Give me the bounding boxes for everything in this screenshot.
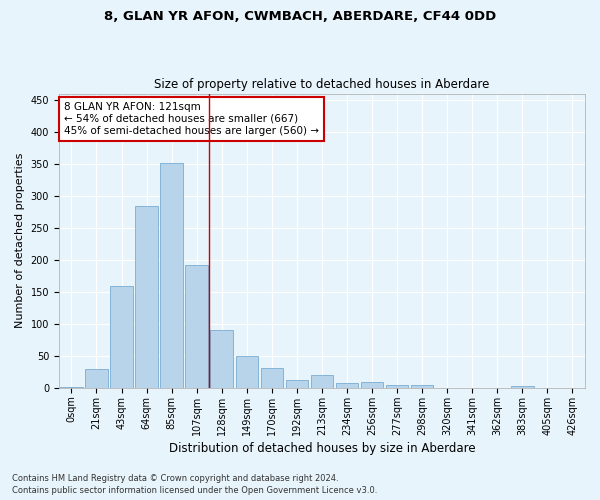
- Bar: [311, 375, 333, 388]
- Title: Size of property relative to detached houses in Aberdare: Size of property relative to detached ho…: [154, 78, 490, 91]
- Bar: [136, 206, 158, 388]
- Bar: [60, 386, 83, 388]
- Text: Contains HM Land Registry data © Crown copyright and database right 2024.
Contai: Contains HM Land Registry data © Crown c…: [12, 474, 377, 495]
- Bar: [286, 380, 308, 388]
- Bar: [260, 368, 283, 388]
- Bar: [411, 384, 433, 388]
- Bar: [236, 356, 258, 388]
- Y-axis label: Number of detached properties: Number of detached properties: [15, 153, 25, 328]
- Text: 8, GLAN YR AFON, CWMBACH, ABERDARE, CF44 0DD: 8, GLAN YR AFON, CWMBACH, ABERDARE, CF44…: [104, 10, 496, 23]
- Bar: [511, 386, 533, 388]
- Bar: [361, 382, 383, 388]
- X-axis label: Distribution of detached houses by size in Aberdare: Distribution of detached houses by size …: [169, 442, 475, 455]
- Bar: [85, 368, 108, 388]
- Text: 8 GLAN YR AFON: 121sqm
← 54% of detached houses are smaller (667)
45% of semi-de: 8 GLAN YR AFON: 121sqm ← 54% of detached…: [64, 102, 319, 136]
- Bar: [211, 330, 233, 388]
- Bar: [110, 286, 133, 388]
- Bar: [386, 384, 409, 388]
- Bar: [185, 265, 208, 388]
- Bar: [160, 162, 183, 388]
- Bar: [336, 384, 358, 388]
